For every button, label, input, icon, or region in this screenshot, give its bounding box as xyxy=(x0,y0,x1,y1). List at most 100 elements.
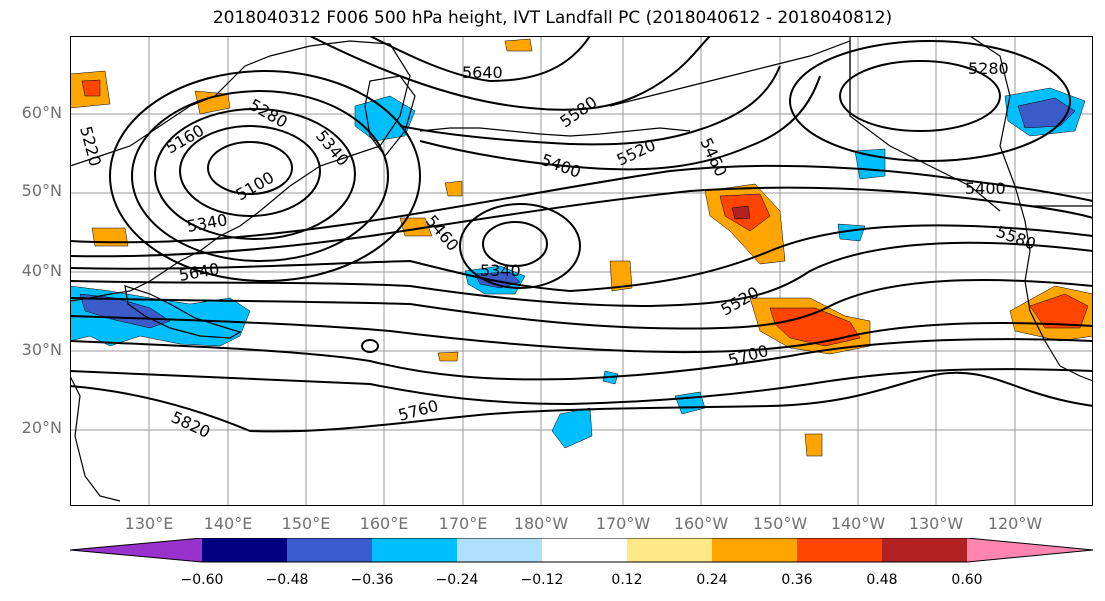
contour-5820 xyxy=(70,371,1093,433)
lat-label-50n: 50°N xyxy=(21,181,62,200)
fill-gulf-pos-center xyxy=(731,205,751,220)
contour-5400-long xyxy=(70,186,1093,258)
map-border xyxy=(70,36,1093,506)
contour-5340-long xyxy=(70,164,1093,244)
lat-label-30n: 30°N xyxy=(21,340,62,359)
fill-south-neg-1 xyxy=(551,407,593,449)
lon-label-130e: 130°E xyxy=(124,514,174,533)
contour-label: 5460 xyxy=(696,135,730,180)
map-title: 2018040312 F006 500 hPa height, IVT Land… xyxy=(212,8,893,28)
coast-kamchatka xyxy=(364,75,416,157)
lon-label-150w: 150°W xyxy=(752,514,808,533)
contour-low-kamchatka-2 xyxy=(179,125,321,217)
coast-aleutians xyxy=(419,127,691,137)
contour-low-gulf-1 xyxy=(839,60,1001,132)
fill-bc-neg-core xyxy=(1017,97,1076,129)
colorbar-tick-label: −0.24 xyxy=(435,572,479,588)
colorbar-tick-label: −0.12 xyxy=(520,572,564,588)
colorbar-tick-label: −0.48 xyxy=(265,572,309,588)
contour-label: 5220 xyxy=(76,124,105,168)
contour-label: 5700 xyxy=(726,341,770,370)
contour-low-kamchatka-1 xyxy=(207,141,293,195)
colorbar-tick-label: 0.48 xyxy=(866,572,898,588)
contour-5580 xyxy=(70,279,1093,330)
contour-label: 5820 xyxy=(168,407,213,441)
colorbar xyxy=(69,538,1094,563)
contour-5520 xyxy=(70,241,1093,308)
contour-low-kamchatka-4 xyxy=(131,90,389,262)
lon-label-160e: 160°E xyxy=(359,514,409,533)
contour-label: 5340 xyxy=(185,210,228,236)
contour-label: 5160 xyxy=(163,121,208,158)
contour-5400-north xyxy=(419,75,821,171)
colorbar-segment xyxy=(882,538,967,562)
lat-label-60n: 60°N xyxy=(21,103,62,122)
colorbar-segment xyxy=(457,538,542,562)
contour-label: 5640 xyxy=(462,63,503,82)
contour-5580-north xyxy=(309,36,711,111)
coast-baja xyxy=(1059,365,1093,382)
contour-label: 5580 xyxy=(994,222,1039,254)
contour-label: 5580 xyxy=(556,92,600,131)
lon-label-140e: 140°E xyxy=(203,514,253,533)
colorbar-segment xyxy=(967,538,1093,562)
colorbar-tick-label: 0.24 xyxy=(696,572,728,588)
contour-low-kamchatka-5 xyxy=(109,70,421,282)
colorbar-tick-label: 0.12 xyxy=(611,572,643,588)
coast-japan xyxy=(124,285,242,339)
contour-5640-north xyxy=(369,36,591,83)
contour-labels: 5640 5580 5520 5460 5400 5340 5280 5160 … xyxy=(76,59,1038,442)
map-panel: 5640 5580 5520 5460 5400 5340 5280 5160 … xyxy=(70,36,1093,506)
contour-label: 5340 xyxy=(480,261,521,280)
contour-low-gulf-2 xyxy=(789,40,1071,162)
contour-5520-north xyxy=(399,65,781,146)
colorbar-tick-label: 0.36 xyxy=(781,572,813,588)
coast-alaska xyxy=(609,40,1001,212)
colorbar-segment xyxy=(797,538,882,562)
contour-5640 xyxy=(70,315,1093,354)
contour-label: 5100 xyxy=(233,168,278,205)
colorbar-segment xyxy=(627,538,712,562)
contour-low-midpac-2 xyxy=(459,203,581,289)
colorbar-segment xyxy=(202,538,287,562)
colorbar-tick-label: 0.60 xyxy=(951,572,983,588)
contour-label: 5640 xyxy=(177,259,220,285)
contour-label: 5520 xyxy=(614,135,659,169)
colorbar-segment xyxy=(372,538,457,562)
colorbar-segment xyxy=(287,538,372,562)
lon-label-130w: 130°W xyxy=(908,514,964,533)
fill-kurils-pos xyxy=(194,90,231,115)
fill-misc-pos-2 xyxy=(609,260,633,292)
lat-label-20n: 20°N xyxy=(21,418,62,437)
contour-label: 5400 xyxy=(539,150,584,182)
lon-label-180w: 180°W xyxy=(513,514,569,533)
height-contours xyxy=(70,36,1093,433)
colorbar-segment xyxy=(70,538,202,562)
lon-label-120w: 120°W xyxy=(987,514,1043,533)
colorbar-segment xyxy=(542,538,627,562)
fill-hawaii-neg xyxy=(837,223,866,242)
fill-misc-pos-3 xyxy=(804,433,823,457)
fill-misc-pos-4 xyxy=(437,351,459,362)
contour-5760 xyxy=(70,368,1093,406)
colorbar-outline xyxy=(69,538,1094,563)
contour-label: 5400 xyxy=(965,179,1006,198)
lon-label-150e: 150°E xyxy=(281,514,331,533)
fill-kamchatka-neg xyxy=(354,95,416,142)
contour-small-loop xyxy=(361,339,379,353)
lat-label-40n: 40°N xyxy=(21,261,62,280)
colorbar-tick-label: −0.60 xyxy=(180,572,224,588)
fill-misc-pos-5 xyxy=(444,180,463,197)
colorbar-tick-label: −0.36 xyxy=(350,572,394,588)
coast-philippines xyxy=(70,375,121,502)
colorbar-segment xyxy=(712,538,797,562)
lon-label-160w: 160°W xyxy=(673,514,729,533)
fill-nw-pos-core xyxy=(81,79,101,97)
lon-label-170w: 170°W xyxy=(595,514,651,533)
coast-na-west xyxy=(969,36,1061,367)
lon-label-170e: 170°E xyxy=(438,514,488,533)
contour-low-midpac-1 xyxy=(482,221,548,267)
fill-hokkaido-pos xyxy=(91,227,129,247)
contour-low-kamchatka-3 xyxy=(154,108,356,240)
contour-5700 xyxy=(70,338,1093,381)
